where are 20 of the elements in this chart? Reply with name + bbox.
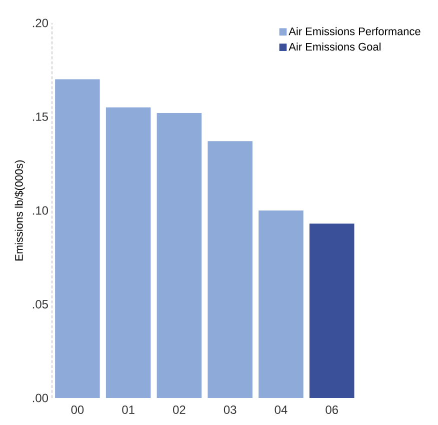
y-tick-label: .10	[32, 206, 48, 215]
bar	[208, 141, 252, 398]
legend-label: Air Emissions Goal	[288, 42, 380, 51]
bar	[106, 107, 151, 398]
y-axis-title: Emissions lb/$(000s)	[14, 160, 26, 260]
x-tick-label: 00	[71, 406, 84, 414]
bar	[309, 224, 354, 398]
bar	[156, 113, 202, 398]
bar	[258, 210, 304, 398]
y-tick-label: .15	[32, 112, 48, 121]
legend-label: Air Emissions Performance	[288, 27, 420, 36]
y-tick-label: .05	[32, 300, 48, 308]
bar	[55, 79, 100, 398]
x-tick-label: 04	[274, 406, 288, 414]
x-tick-label: 03	[224, 406, 236, 414]
x-tick-label: 01	[122, 406, 134, 414]
x-tick-label: 02	[173, 406, 186, 414]
y-tick-label: .00	[32, 394, 48, 402]
x-tick-label: 06	[326, 406, 338, 414]
y-tick-label: .20	[32, 18, 48, 28]
